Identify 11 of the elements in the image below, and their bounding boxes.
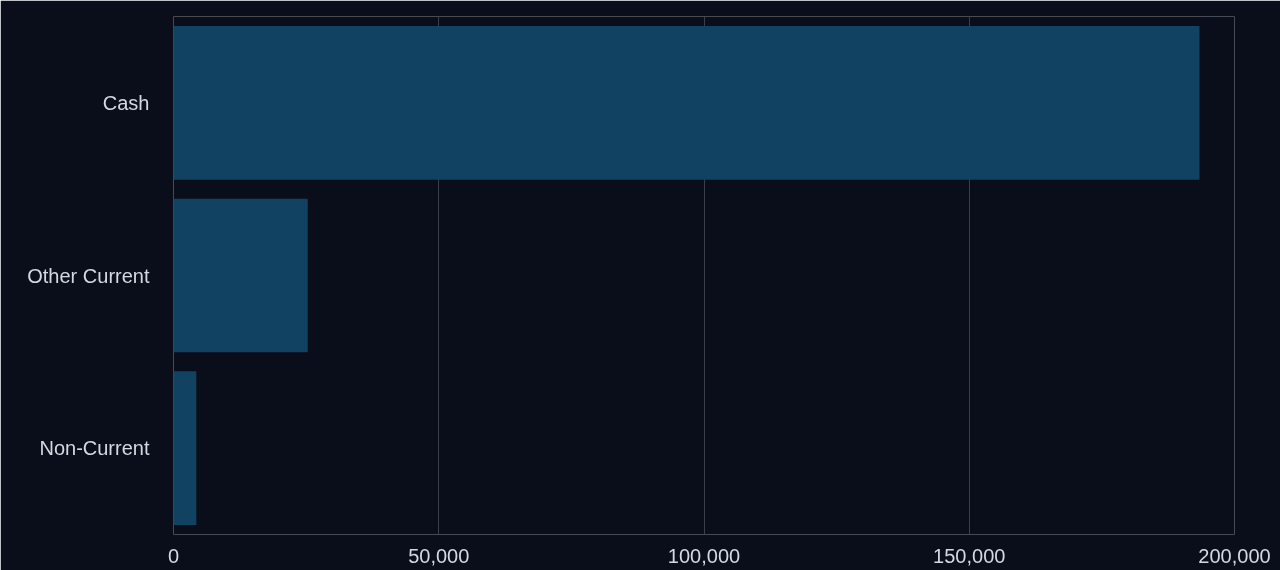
x-tick-label: 100,000 (667, 544, 741, 567)
x-tick-label: 150,000 (933, 544, 1006, 567)
y-tick-label: Cash (102, 91, 150, 114)
bar (173, 198, 308, 353)
y-tick-label: Other Current (27, 264, 150, 287)
x-tick-label: 200,000 (1198, 544, 1271, 567)
bar (173, 26, 1200, 180)
x-tick-label: 50,000 (408, 544, 470, 567)
bar (173, 371, 197, 525)
y-tick-label: Non-Current (39, 437, 150, 460)
x-tick-label: 0 (167, 544, 180, 567)
